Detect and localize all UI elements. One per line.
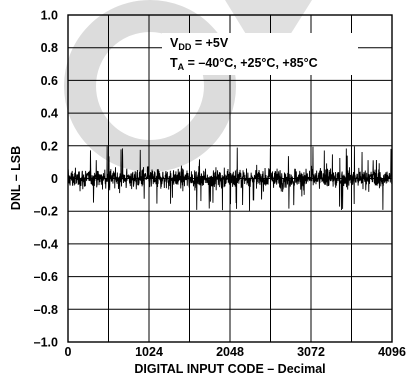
- y-tick-label: –1.0: [34, 336, 58, 350]
- annotation-background: [162, 33, 358, 75]
- y-tick-label: –0.8: [34, 303, 58, 317]
- annotation-ta: TA = –40°C, +25°C, +85°C: [170, 56, 318, 72]
- dnl-series: [67, 146, 393, 211]
- x-axis-title: DIGITAL INPUT CODE – Decimal: [134, 362, 325, 376]
- y-tick-label: 0: [51, 172, 58, 186]
- y-tick-label: 0.6: [41, 74, 58, 88]
- x-tick-label: 3072: [297, 345, 325, 359]
- y-tick-label: –0.6: [34, 270, 58, 284]
- plot-frame: [67, 14, 393, 343]
- y-tick-label: –0.4: [34, 237, 58, 251]
- dnl-trace: [67, 146, 393, 211]
- y-tick-label: 0.4: [41, 107, 58, 121]
- y-tick-label: 1.0: [41, 9, 58, 23]
- y-tick-labels: 1.0 0.8 0.6 0.4 0.2 0 –0.2 –0.4 –0.6 –0.8 –1.0: [34, 9, 58, 350]
- x-tick-labels: 0 1024 2048 3072 4096: [65, 345, 406, 359]
- watermark-ring: [64, 0, 236, 172]
- x-tick-label: 2048: [216, 345, 244, 359]
- y-tick-label: 0.2: [41, 139, 58, 153]
- x-tick-label: 0: [65, 345, 72, 359]
- y-axis-title: DNL – LSB: [9, 146, 23, 210]
- annotation-vdd: VDD = +5V: [170, 36, 229, 52]
- watermark: [64, 0, 312, 172]
- y-tick-label: –0.2: [34, 205, 58, 219]
- y-tick-label: 0.8: [41, 41, 58, 55]
- x-tick-label: 4096: [378, 345, 406, 359]
- x-tick-label: 1024: [135, 345, 163, 359]
